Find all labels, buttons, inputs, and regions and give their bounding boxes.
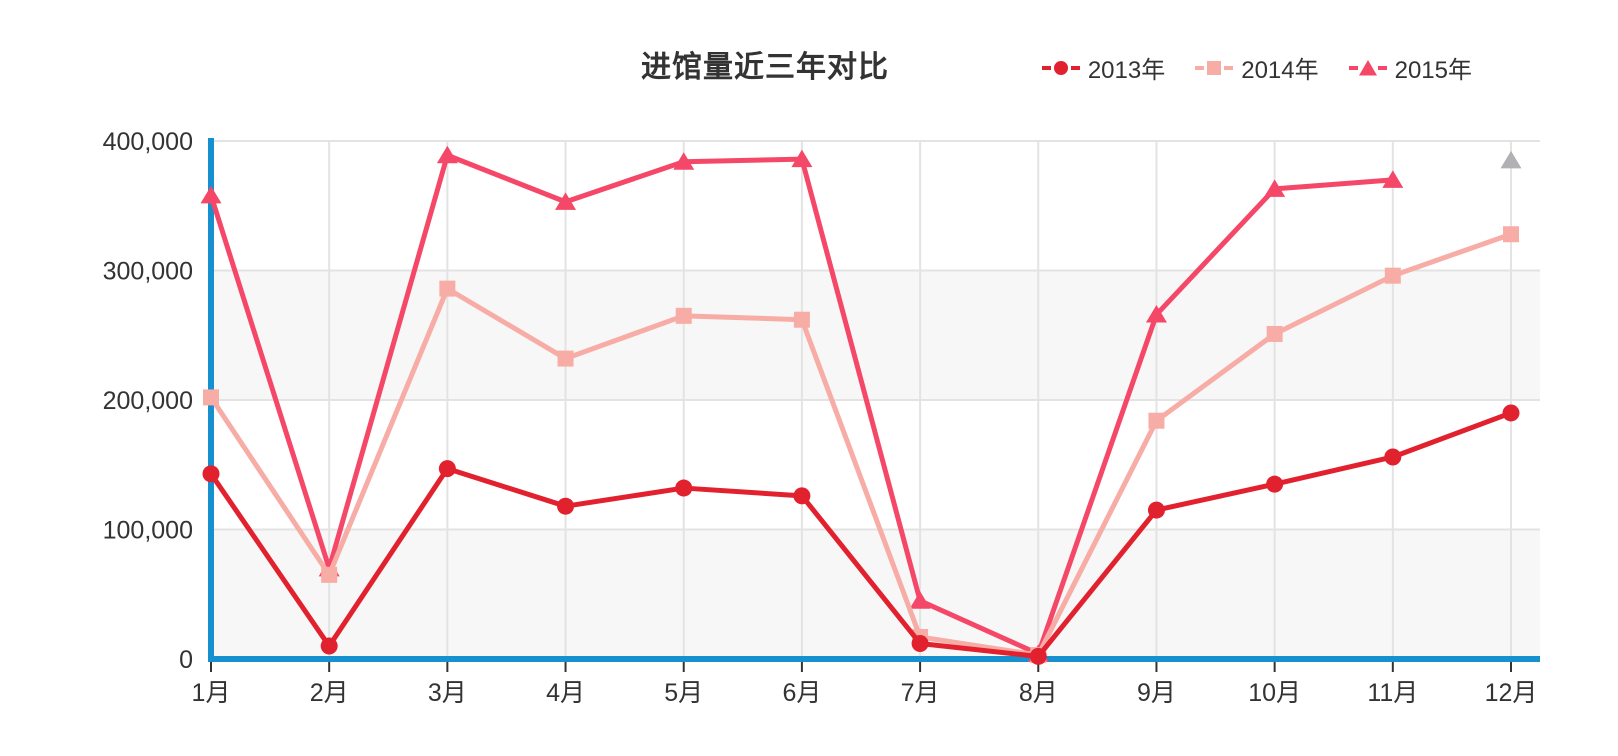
- series-2013: [202, 404, 1520, 665]
- y-axis-labels: 0 100,000 200,000 300,000 400,000: [103, 128, 193, 674]
- y-axis-label-400,000: 400,000: [103, 128, 193, 156]
- legend-symbol-2015-icon: [1348, 59, 1387, 75]
- x-axis-label-6月: 6月: [782, 679, 821, 707]
- marker-2015-3月[interactable]: [436, 145, 458, 164]
- marker-2014-3月[interactable]: [439, 280, 456, 297]
- marker-2013-10月[interactable]: [1266, 475, 1284, 493]
- marker-2014-2月[interactable]: [321, 566, 338, 583]
- x-axis-label-12月: 12月: [1485, 679, 1538, 707]
- marker-2015-12月-gray[interactable]: [1500, 150, 1522, 169]
- series-2014-line: [208, 231, 1514, 658]
- legend-symbol-2014-icon: [1195, 60, 1234, 75]
- marker-2015-6月[interactable]: [791, 149, 813, 168]
- marker-2014-10月[interactable]: [1266, 325, 1283, 342]
- marker-2015-4月[interactable]: [555, 192, 577, 210]
- chart-title: 进馆量近三年对比: [641, 51, 889, 84]
- y-axis-label-0: 0: [179, 646, 193, 674]
- marker-2014-9月[interactable]: [1148, 412, 1165, 429]
- legend-symbol-2013-icon: [1041, 60, 1080, 75]
- legend-item-label: 2014年: [1241, 57, 1319, 84]
- x-axis-label-9月: 9月: [1137, 679, 1176, 707]
- x-axis-label-7月: 7月: [901, 679, 940, 707]
- marker-2015-10月[interactable]: [1264, 179, 1286, 197]
- marker-2015-11月[interactable]: [1382, 170, 1404, 188]
- marker-2013-9月[interactable]: [1147, 501, 1165, 519]
- y-axis-label-100,000: 100,000: [103, 517, 193, 545]
- split-band: [211, 529, 1540, 659]
- y-axis-label-200,000: 200,000: [103, 387, 193, 415]
- marker-2015-9月[interactable]: [1145, 305, 1167, 323]
- marker-2014-11月[interactable]: [1384, 267, 1401, 284]
- x-axis-labels: 1月 2月 3月 4月 5月 6月 7月 8月 9月 10月 11月 12月: [192, 679, 1538, 707]
- x-axis-ticks: [210, 662, 1512, 672]
- legend-item-label: 2013年: [1087, 57, 1166, 84]
- marker-2014-4月[interactable]: [557, 350, 574, 367]
- series-2013-line: [208, 410, 1514, 659]
- legend: 2013年 2014年 2015年: [1041, 50, 1472, 85]
- legend-item-2015[interactable]: 2015年: [1348, 50, 1472, 85]
- x-axis-label-3月: 3月: [428, 679, 467, 707]
- x-axis-label-2月: 2月: [310, 679, 349, 707]
- marker-2013-3月[interactable]: [438, 460, 456, 478]
- marker-2014-5月[interactable]: [675, 307, 692, 324]
- marker-2013-7月[interactable]: [911, 634, 929, 652]
- x-axis-label-11月: 11月: [1367, 679, 1418, 707]
- series-2014: [203, 226, 1519, 664]
- marker-2013-4月[interactable]: [557, 497, 575, 515]
- marker-2015-1月[interactable]: [200, 185, 222, 204]
- marker-2015-5月[interactable]: [673, 152, 695, 170]
- series: [200, 145, 1522, 665]
- marker-2013-11月[interactable]: [1384, 448, 1402, 466]
- x-axis-label-10月: 10月: [1248, 679, 1301, 707]
- marker-2013-6月[interactable]: [793, 487, 811, 505]
- marker-2013-5月[interactable]: [675, 479, 693, 497]
- x-axis-label-5月: 5月: [664, 679, 703, 707]
- marker-2013-2月[interactable]: [320, 637, 338, 655]
- marker-2014-6月[interactable]: [793, 311, 810, 328]
- marker-2014-1月[interactable]: [203, 389, 219, 406]
- series-2015: [200, 145, 1522, 662]
- legend-item-2013[interactable]: 2013年: [1041, 50, 1166, 85]
- marker-2013-1月[interactable]: [202, 465, 220, 483]
- legend-item-2014[interactable]: 2014年: [1195, 50, 1319, 85]
- split-band: [211, 270, 1540, 400]
- legend-item-label: 2015年: [1394, 57, 1472, 84]
- x-axis-label-4月: 4月: [546, 679, 585, 707]
- x-axis-label-8月: 8月: [1019, 679, 1058, 707]
- split-areas: [211, 270, 1540, 659]
- x-axis-label-1月: 1月: [192, 679, 231, 707]
- marker-2013-8月[interactable]: [1029, 647, 1047, 665]
- y-axis-label-300,000: 300,000: [103, 258, 193, 286]
- marker-2015-7月[interactable]: [909, 591, 931, 609]
- marker-2014-12月[interactable]: [1503, 226, 1519, 243]
- marker-2013-12月[interactable]: [1502, 404, 1520, 422]
